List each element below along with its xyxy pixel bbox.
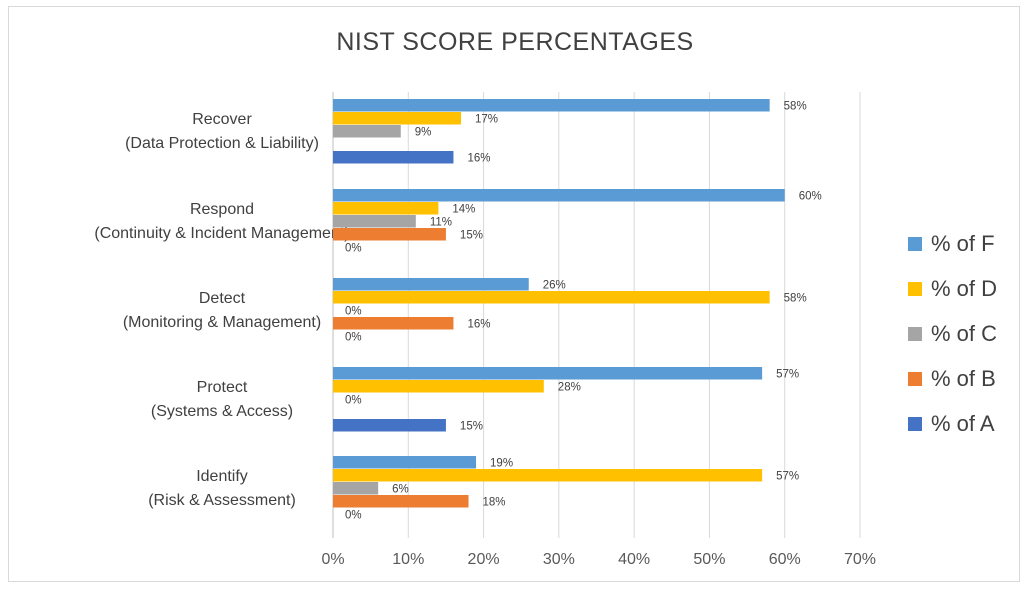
legend-item: % of F xyxy=(908,221,997,266)
category-label: (Continuity & Incident Management) xyxy=(94,225,349,242)
x-tick-label: 0% xyxy=(321,551,344,568)
legend-item: % of D xyxy=(908,266,997,311)
data-label: 9% xyxy=(415,127,432,139)
x-tick-label: 50% xyxy=(693,551,725,568)
data-label: 14% xyxy=(452,204,475,216)
bar xyxy=(333,469,763,482)
x-tick-label: 60% xyxy=(769,551,801,568)
bar xyxy=(333,215,416,228)
bar xyxy=(333,189,785,202)
data-label: 16% xyxy=(467,153,490,165)
data-label: 0% xyxy=(345,395,362,407)
legend-item: % of C xyxy=(908,311,997,356)
data-label: 6% xyxy=(392,484,409,496)
bar xyxy=(333,482,379,495)
data-label: 16% xyxy=(467,319,490,331)
legend-swatch xyxy=(908,416,922,431)
chart-title: NIST SCORE PERCENTAGES xyxy=(336,28,694,56)
chart-legend: % of F % of D % of C % of B % of A xyxy=(908,221,997,446)
data-label: 58% xyxy=(784,101,807,113)
data-label: 58% xyxy=(784,293,807,305)
legend-label: % of A xyxy=(931,410,995,436)
bar xyxy=(333,380,544,393)
data-label: 0% xyxy=(345,510,362,522)
data-label: 57% xyxy=(776,471,799,483)
data-label: 18% xyxy=(483,497,506,509)
data-label: 26% xyxy=(543,280,566,292)
bar xyxy=(333,495,469,508)
bar xyxy=(333,99,770,112)
data-label: 19% xyxy=(490,458,513,470)
category-label: Identify xyxy=(196,468,248,485)
bar xyxy=(333,112,461,125)
x-tick-label: 10% xyxy=(392,551,424,568)
bar xyxy=(333,317,454,330)
legend-swatch xyxy=(908,326,922,341)
data-label: 57% xyxy=(776,369,799,381)
category-label: (Risk & Assessment) xyxy=(148,492,296,509)
x-tick-label: 40% xyxy=(618,551,650,568)
bar xyxy=(333,228,446,241)
category-label: (Monitoring & Management) xyxy=(123,314,321,331)
data-label: 0% xyxy=(345,243,362,255)
bar xyxy=(333,367,763,380)
bar xyxy=(333,291,770,304)
data-label: 17% xyxy=(475,114,498,126)
bar xyxy=(333,202,439,215)
legend-label: % of F xyxy=(931,230,995,256)
legend-label: % of D xyxy=(931,275,998,301)
data-label: 15% xyxy=(460,421,483,433)
bar xyxy=(333,419,446,432)
x-tick-label: 30% xyxy=(543,551,575,568)
category-label: Respond xyxy=(190,201,254,218)
data-label: 0% xyxy=(345,306,362,318)
bar xyxy=(333,125,401,138)
legend-swatch xyxy=(908,281,922,296)
bar xyxy=(333,278,529,291)
bar xyxy=(333,456,477,469)
category-label: Protect xyxy=(197,379,248,396)
legend-item: % of B xyxy=(908,356,997,401)
x-tick-label: 70% xyxy=(844,551,876,568)
data-label: 0% xyxy=(345,332,362,344)
legend-swatch xyxy=(908,236,922,251)
category-label: Recover xyxy=(192,111,252,128)
data-label: 11% xyxy=(430,217,452,229)
data-label: 60% xyxy=(799,191,822,203)
bar xyxy=(333,151,454,164)
legend-item: % of A xyxy=(908,401,997,446)
legend-label: % of B xyxy=(931,365,996,391)
category-label: (Data Protection & Liability) xyxy=(125,135,319,152)
data-label: 15% xyxy=(460,230,483,242)
legend-swatch xyxy=(908,371,922,386)
category-label: Detect xyxy=(199,290,246,307)
category-label: (Systems & Access) xyxy=(151,403,293,420)
legend-label: % of C xyxy=(931,320,998,346)
data-label: 28% xyxy=(558,382,581,394)
x-tick-label: 20% xyxy=(468,551,500,568)
